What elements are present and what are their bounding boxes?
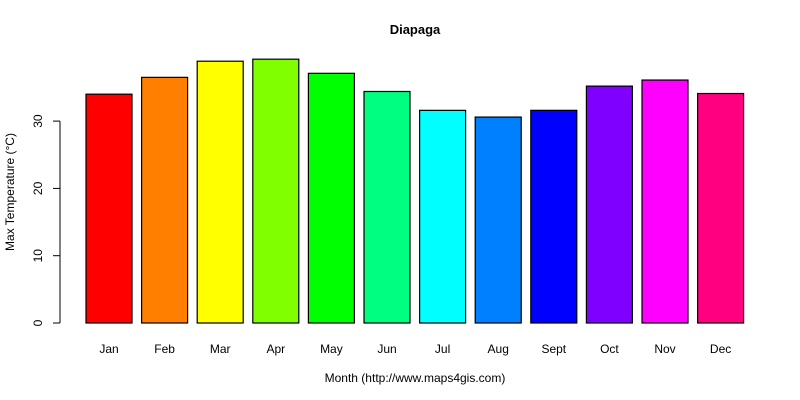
- bar: [419, 109, 467, 324]
- y-tick-label: 20: [31, 181, 45, 195]
- x-tick-label: Feb: [154, 342, 175, 356]
- y-tick-label: 0: [31, 319, 45, 326]
- chart-title: Diapaga: [389, 22, 441, 37]
- bar: [363, 90, 411, 324]
- bar: [696, 92, 745, 324]
- bar: [252, 58, 300, 324]
- x-tick-label: Nov: [654, 342, 675, 356]
- x-tick-label: Apr: [266, 342, 285, 356]
- bar: [530, 109, 578, 324]
- y-tick-label: 30: [31, 114, 45, 128]
- x-tick-label: Jan: [99, 342, 118, 356]
- x-tick-label: Dec: [710, 342, 731, 356]
- x-tick-label: Jul: [435, 342, 450, 356]
- bar: [141, 76, 189, 324]
- bar: [85, 93, 133, 324]
- x-tick-label: Sept: [541, 342, 566, 356]
- x-tick-label: Aug: [488, 342, 509, 356]
- x-tick-label: Oct: [600, 342, 619, 356]
- x-axis-label: Month (http://www.maps4gis.com): [324, 371, 506, 385]
- x-tick-label: Mar: [210, 342, 231, 356]
- y-tick-label: 10: [31, 249, 45, 263]
- x-tick-label: Jun: [377, 342, 396, 356]
- bar: [585, 85, 634, 324]
- bar: [196, 60, 244, 324]
- bar: [474, 116, 522, 324]
- bar: [307, 72, 355, 324]
- x-tick-label: May: [320, 342, 343, 356]
- bar: [641, 79, 689, 324]
